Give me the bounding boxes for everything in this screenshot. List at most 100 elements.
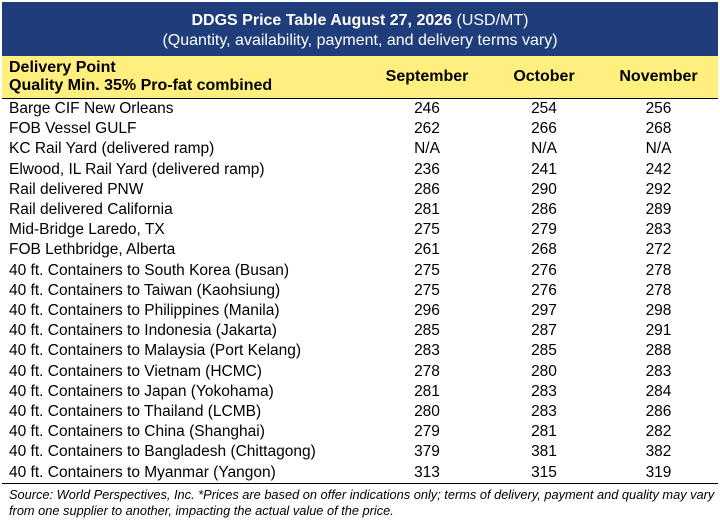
delivery-point-cell: 40 ft. Containers to Japan (Yokohama) [9, 382, 274, 400]
price-cell-september: 275 [414, 221, 440, 239]
price-cell-september: N/A [414, 140, 440, 158]
delivery-point-cell: 40 ft. Containers to Vietnam (HCMC) [9, 362, 262, 380]
month-header-september: September [365, 56, 489, 99]
price-cell-october: 290 [531, 180, 557, 198]
delivery-point-cell: Barge CIF New Orleans [9, 100, 174, 117]
delivery-point-cell: 40 ft. Containers to Philippines (Manila… [9, 302, 280, 320]
table-title: DDGS Price Table August 27, 2026 (USD/MT… [191, 12, 529, 29]
price-cell-november: 286 [645, 403, 672, 421]
table-row: KC Rail Yard (delivered ramp) N/A N/A N/A [2, 139, 718, 159]
table-row: 40 ft. Containers to Myanmar (Yangon) 313… [2, 462, 718, 484]
price-cell-september: 261 [414, 241, 440, 259]
price-cell-september: 279 [414, 423, 440, 441]
price-cell-october: 280 [531, 362, 557, 380]
price-cell-november: 283 [645, 362, 672, 380]
delivery-point-cell: 40 ft. Containers to Bangladesh (Chittag… [9, 443, 316, 461]
price-cell-september: 262 [414, 120, 440, 138]
table-row: 40 ft. Containers to China (Shanghai) 279… [2, 422, 718, 442]
delivery-point-cell: Rail delivered California [9, 201, 173, 219]
price-cell-october: N/A [531, 140, 557, 158]
delivery-point-cell: Mid-Bridge Laredo, TX [9, 221, 165, 239]
price-cell-november: 284 [645, 382, 672, 400]
price-cell-september: 313 [365, 462, 489, 484]
table-row: 40 ft. Containers to Indonesia (Jakarta)… [2, 321, 718, 341]
delivery-point-cell: 40 ft. Containers to South Korea (Busan) [9, 261, 290, 279]
price-cell-november: 278 [645, 281, 672, 299]
table-row: 40 ft. Containers to South Korea (Busan)… [2, 261, 718, 281]
table-row: 40 ft. Containers to Japan (Yokohama) 281… [2, 382, 718, 402]
delivery-point-cell: 40 ft. Containers to Indonesia (Jakarta) [9, 322, 277, 340]
table-subtitle: (Quantity, availability, payment, and de… [162, 32, 558, 49]
price-table: Delivery Point Quality Min. 35% Pro-fat … [2, 56, 718, 484]
delivery-point-cell: KC Rail Yard (delivered ramp) [9, 140, 215, 158]
price-cell-november: 289 [645, 201, 672, 219]
table-row: 40 ft. Containers to Bangladesh (Chittag… [2, 442, 718, 462]
price-cell-september: 275 [414, 281, 440, 299]
price-cell-october: 297 [531, 302, 557, 320]
table-row: 40 ft. Containers to Philippines (Manila… [2, 301, 718, 321]
price-cell-november: 291 [645, 322, 672, 340]
price-cell-september: 286 [414, 180, 440, 198]
table-row: 40 ft. Containers to Malaysia (Port Kela… [2, 341, 718, 361]
delivery-point-cell: 40 ft. Containers to Thailand (LCMB) [9, 403, 262, 421]
table-row: FOB Lethbridge, Alberta 261 268 272 [2, 240, 718, 260]
table-row: Mid-Bridge Laredo, TX 275 279 283 [2, 220, 718, 240]
price-table-container: DDGS Price Table August 27, 2026 (USD/MT… [2, 2, 718, 519]
price-cell-october: 276 [531, 261, 557, 279]
price-cell-october: 279 [531, 221, 557, 239]
price-cell-november: 282 [645, 423, 672, 441]
price-cell-october: 241 [531, 160, 557, 178]
price-cell-november: 382 [645, 443, 672, 461]
table-row: Barge CIF New Orleans 246 254 256 [2, 99, 718, 120]
delivery-point-cell: FOB Vessel GULF [9, 120, 137, 138]
delivery-point-header: Delivery Point Quality Min. 35% Pro-fat … [2, 56, 365, 99]
price-cell-november: 319 [599, 462, 718, 484]
price-cell-november: N/A [645, 140, 672, 158]
delivery-point-cell: 40 ft. Containers to Malaysia (Port Kela… [9, 342, 302, 360]
delivery-point-cell: 40 ft. Containers to Taiwan (Kaohsiung) [9, 281, 281, 299]
delivery-point-cell: FOB Lethbridge, Alberta [9, 241, 176, 259]
price-cell-october: 276 [531, 281, 557, 299]
price-cell-october: 281 [531, 423, 557, 441]
table-row: FOB Vessel GULF 262 266 268 [2, 119, 718, 139]
price-cell-november: 292 [645, 180, 672, 198]
price-cell-october: 266 [531, 120, 557, 138]
price-cell-september: 285 [414, 322, 440, 340]
price-cell-september: 281 [414, 201, 440, 219]
table-row: Elwood, IL Rail Yard (delivered ramp) 236… [2, 160, 718, 180]
price-cell-september: 275 [414, 261, 440, 279]
price-cell-october: 287 [531, 322, 557, 340]
price-cell-september: 296 [414, 302, 440, 320]
price-cell-september: 246 [414, 100, 440, 117]
price-cell-november: 278 [645, 261, 672, 279]
price-cell-november: 242 [645, 160, 672, 178]
header-row: Delivery Point Quality Min. 35% Pro-fat … [2, 56, 718, 99]
price-cell-september: 278 [414, 362, 440, 380]
delivery-point-cell: 40 ft. Containers to Myanmar (Yangon) [2, 462, 365, 484]
month-header-october: October [489, 56, 599, 99]
table-row: 40 ft. Containers to Taiwan (Kaohsiung) 2… [2, 281, 718, 301]
price-cell-october: 268 [531, 241, 557, 259]
month-header-november: November [599, 56, 718, 99]
price-cell-october: 283 [531, 403, 557, 421]
price-cell-october: 283 [531, 382, 557, 400]
table-row: Rail delivered PNW 286 290 292 [2, 180, 718, 200]
price-cell-november: 272 [645, 241, 672, 259]
table-title-bar: DDGS Price Table August 27, 2026 (USD/MT… [2, 2, 718, 56]
table-row: 40 ft. Containers to Thailand (LCMB) 280 2… [2, 402, 718, 422]
table-row: Rail delivered California 281 286 289 [2, 200, 718, 220]
price-cell-october: 286 [531, 201, 557, 219]
table-row: 40 ft. Containers to Vietnam (HCMC) 278 28… [2, 362, 718, 382]
price-cell-november: 256 [645, 100, 672, 117]
price-cell-october: 254 [531, 100, 557, 117]
price-cell-september: 283 [414, 342, 440, 360]
price-cell-october: 381 [531, 443, 557, 461]
price-cell-september: 236 [414, 160, 440, 178]
price-cell-september: 281 [414, 382, 440, 400]
price-cell-october: 315 [489, 462, 599, 484]
price-cell-september: 280 [414, 403, 440, 421]
price-cell-november: 298 [645, 302, 672, 320]
delivery-point-cell: 40 ft. Containers to China (Shanghai) [9, 423, 265, 441]
price-cell-november: 288 [645, 342, 672, 360]
source-note: Source: World Perspectives, Inc. *Prices… [9, 486, 715, 518]
